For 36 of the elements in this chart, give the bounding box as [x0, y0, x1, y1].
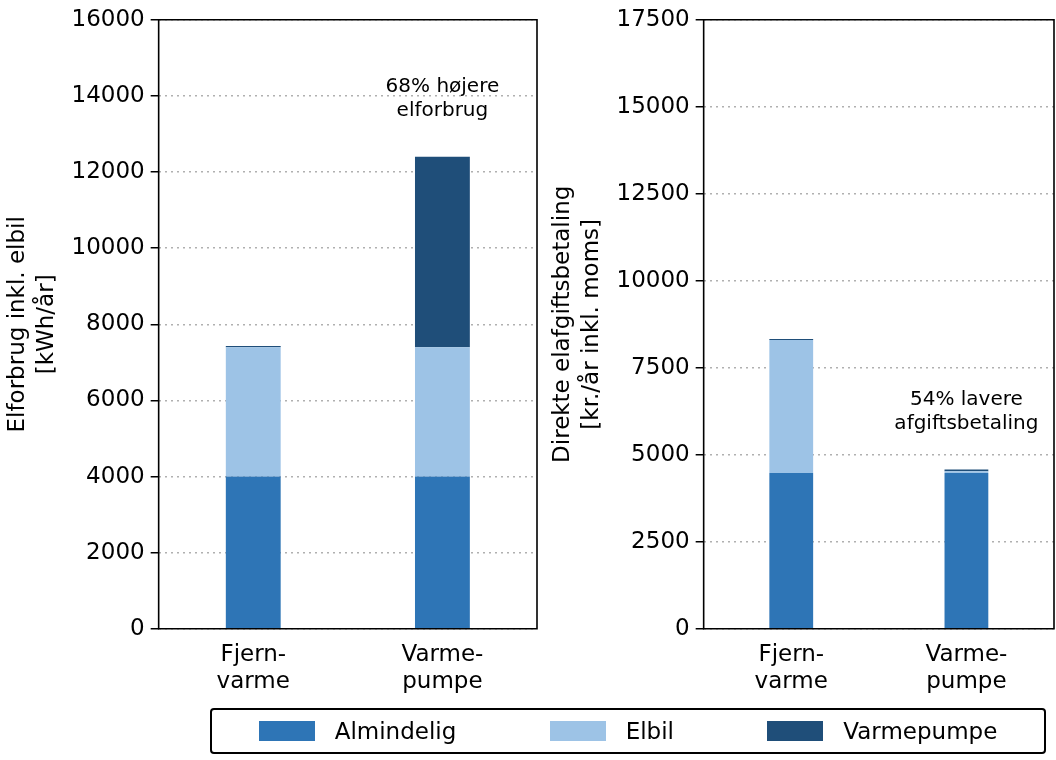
legend-label: Almindelig — [334, 718, 457, 744]
y-tick-label: 2000 — [86, 537, 145, 564]
y-axis-title: Direkte elafgiftsbetaling [kr./år inkl. moms] — [548, 185, 604, 463]
y-tick-label: 10000 — [616, 265, 690, 292]
y-tick-label: 12500 — [616, 178, 690, 205]
y-tick-label: 15000 — [616, 91, 690, 118]
bar — [769, 339, 814, 473]
annotation: 54% lavere afgiftsbetaling — [894, 385, 1039, 434]
x-tick-label: Fjern- varme — [216, 639, 290, 694]
bar — [225, 347, 281, 477]
bar — [944, 472, 989, 629]
bar — [414, 347, 470, 477]
y-tick-label: 0 — [130, 613, 145, 640]
y-tick-label: 6000 — [86, 385, 145, 412]
legend-label: Elbil — [625, 718, 674, 744]
legend-label: Varmepumpe — [843, 718, 998, 744]
y-tick-label: 7500 — [631, 352, 690, 379]
y-tick-label: 17500 — [616, 4, 690, 31]
y-tick-label: 14000 — [71, 80, 145, 107]
annotation: 68% højere elforbrug — [385, 73, 500, 122]
y-tick-label: 5000 — [631, 439, 690, 466]
y-tick-label: 4000 — [86, 461, 145, 488]
y-tick-label: 8000 — [86, 309, 145, 336]
y-axis-title: Elforbrug inkl. elbil [kWh/år] — [3, 216, 59, 433]
x-tick-label: Varme- pumpe — [401, 639, 484, 694]
x-tick-label: Varme- pumpe — [925, 639, 1008, 694]
y-tick-label: 12000 — [71, 157, 145, 184]
y-tick-label: 2500 — [631, 526, 690, 553]
y-tick-label: 16000 — [71, 4, 145, 31]
x-tick-label: Fjern- varme — [754, 639, 828, 694]
y-tick-label: 0 — [675, 613, 690, 640]
y-tick-label: 10000 — [71, 233, 145, 260]
bar — [769, 472, 814, 629]
bar — [414, 476, 470, 629]
bar — [225, 476, 281, 629]
bar — [414, 156, 470, 348]
